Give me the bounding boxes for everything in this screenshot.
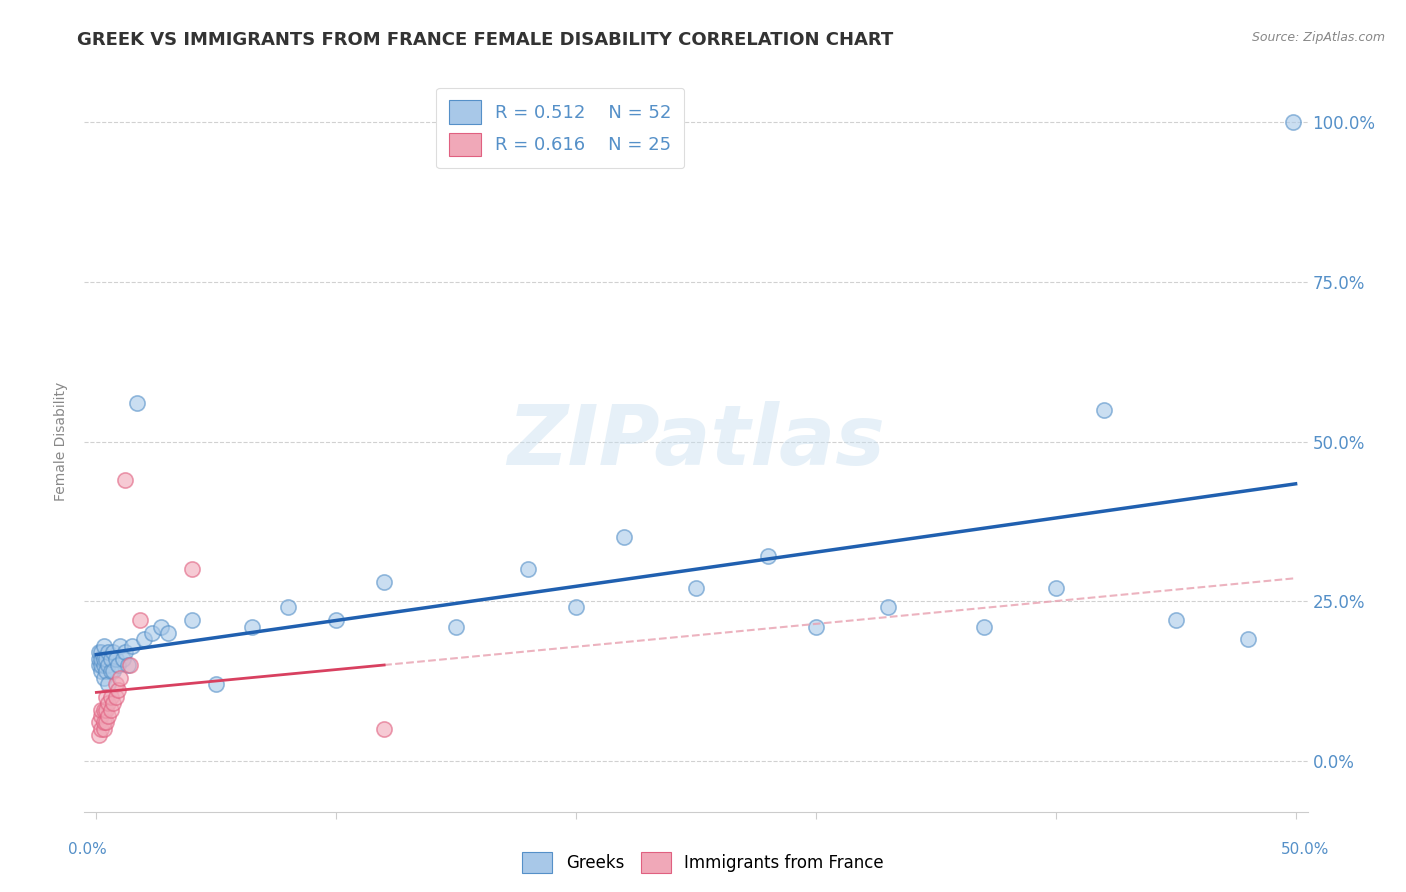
Point — [90, 645, 112, 659]
Y-axis label: Female Disability: Female Disability — [55, 382, 69, 501]
Point — [373, 722, 395, 736]
Point — [373, 574, 395, 589]
Point — [104, 651, 127, 665]
Point — [613, 530, 636, 544]
Point — [94, 715, 117, 730]
Point — [104, 690, 127, 704]
Point — [107, 657, 129, 672]
Point — [93, 722, 115, 736]
Point — [93, 651, 115, 665]
Point — [101, 645, 124, 659]
Point — [114, 645, 136, 659]
Point — [110, 639, 132, 653]
Point — [97, 657, 120, 672]
Point — [118, 657, 141, 672]
Point — [685, 582, 707, 596]
Point — [756, 549, 779, 564]
Point — [100, 703, 122, 717]
Legend: R = 0.512    N = 52, R = 0.616    N = 25: R = 0.512 N = 52, R = 0.616 N = 25 — [436, 87, 685, 169]
Point — [114, 473, 136, 487]
Point — [205, 677, 228, 691]
Point — [97, 696, 120, 710]
Point — [100, 651, 122, 665]
Legend: Greeks, Immigrants from France: Greeks, Immigrants from France — [516, 846, 890, 880]
Point — [1092, 402, 1115, 417]
Point — [121, 639, 143, 653]
Point — [90, 703, 112, 717]
Point — [97, 709, 120, 723]
Point — [444, 619, 467, 633]
Point — [97, 645, 120, 659]
Point — [87, 651, 110, 665]
Point — [134, 632, 156, 647]
Point — [94, 703, 117, 717]
Point — [94, 665, 117, 679]
Point — [94, 651, 117, 665]
Point — [240, 619, 263, 633]
Text: ZIPatlas: ZIPatlas — [508, 401, 884, 482]
Point — [517, 562, 540, 576]
Point — [87, 657, 110, 672]
Point — [100, 665, 122, 679]
Point — [1236, 632, 1258, 647]
Text: 0.0%: 0.0% — [67, 842, 107, 856]
Point — [127, 396, 149, 410]
Point — [101, 696, 124, 710]
Point — [157, 626, 180, 640]
Point — [181, 562, 204, 576]
Point — [325, 613, 347, 627]
Point — [110, 671, 132, 685]
Point — [111, 651, 134, 665]
Point — [1164, 613, 1187, 627]
Text: GREEK VS IMMIGRANTS FROM FRANCE FEMALE DISABILITY CORRELATION CHART: GREEK VS IMMIGRANTS FROM FRANCE FEMALE D… — [77, 31, 894, 49]
Point — [90, 657, 112, 672]
Point — [107, 683, 129, 698]
Point — [87, 715, 110, 730]
Point — [1282, 115, 1305, 129]
Point — [87, 645, 110, 659]
Point — [973, 619, 995, 633]
Text: Source: ZipAtlas.com: Source: ZipAtlas.com — [1251, 31, 1385, 45]
Point — [97, 677, 120, 691]
Point — [87, 728, 110, 742]
Point — [117, 657, 139, 672]
Point — [876, 600, 898, 615]
Text: 50.0%: 50.0% — [1281, 842, 1329, 856]
Point — [141, 626, 163, 640]
Point — [181, 613, 204, 627]
Point — [93, 671, 115, 685]
Point — [277, 600, 299, 615]
Point — [101, 665, 124, 679]
Point — [90, 665, 112, 679]
Point — [100, 690, 122, 704]
Point — [90, 722, 112, 736]
Point — [93, 657, 115, 672]
Point — [128, 613, 150, 627]
Point — [94, 690, 117, 704]
Point — [90, 709, 112, 723]
Point — [93, 639, 115, 653]
Point — [90, 651, 112, 665]
Point — [104, 677, 127, 691]
Point — [93, 703, 115, 717]
Point — [565, 600, 588, 615]
Point — [804, 619, 827, 633]
Point — [1045, 582, 1067, 596]
Point — [150, 619, 173, 633]
Point — [93, 715, 115, 730]
